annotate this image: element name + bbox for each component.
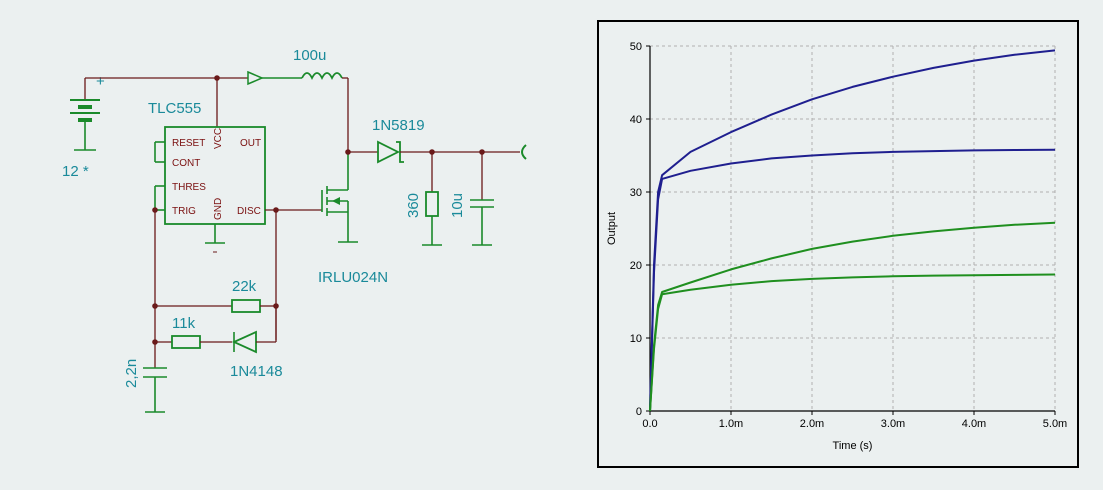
signal-diode-label: 1N4148 [230,363,283,380]
load-resistor [425,191,439,217]
timer-label: TLC555 [148,100,201,117]
y-tick-label: 10 [630,333,642,345]
output-cap-label: 10u [449,193,466,218]
battery-symbol [70,78,100,151]
x-tick-label: 0.0 [642,418,657,430]
x-axis-label: Time (s) [833,440,873,452]
resistor-11k-label: 11k [172,315,196,332]
diode-label: 1N5819 [372,117,425,134]
x-tick-label: 5.0m [1043,418,1067,430]
y-tick-label: 40 [630,114,642,126]
chart-grid [650,45,1056,411]
chart-svg: 0.0 1.0m 2.0m 3.0m 4.0m 5.0m 0 10 20 30 40 50 Time … [606,41,1067,452]
x-tick-label: 2.0m [800,418,824,430]
timing-cap-label: 2,2n [123,359,140,388]
series-line-3 [649,221,1056,412]
y-tick-label: 30 [630,187,642,199]
battery-plus-label: + [96,73,105,90]
pin-gnd: GND [213,198,224,220]
mosfet-label: IRLU024N [318,269,388,286]
pin-disc: DISC [237,206,261,217]
y-axis-label: Output [606,212,618,245]
chart-series [649,49,1056,412]
pin-out: OUT [240,138,261,149]
signal-diode [231,330,257,354]
load-resistor-label: 360 [405,193,422,218]
battery-label: 12 * [62,163,89,180]
pin-reset: RESET [172,138,205,149]
output-chart: 0.0 1.0m 2.0m 3.0m 4.0m 5.0m 0 10 20 30 40 50 Time … [597,20,1079,468]
y-tick-label: 0 [636,406,642,418]
x-tick-label: 3.0m [881,418,905,430]
chart-axes: 0.0 1.0m 2.0m 3.0m 4.0m 5.0m 0 10 20 30 40 50 [630,41,1067,430]
series-line-2 [649,148,1056,412]
x-tick-label: 1.0m [719,418,743,430]
y-tick-label: 50 [630,41,642,53]
inductor-label: 100u [293,47,326,64]
pin-vcc: VCC [213,128,224,149]
y-tick-label: 20 [630,260,642,272]
series-line-4 [649,273,1056,412]
circuit-schematic: + 12 * 100u TLC555 RESET CONT THRES TRIG… [62,47,527,413]
pin-thres: THRES [172,182,206,193]
schottky-diode [377,140,401,164]
pin-trig: TRIG [172,206,196,217]
mosfet-symbol [321,152,358,243]
resistor-11k [171,335,201,349]
resistor-22k-label: 22k [232,278,257,295]
x-tick-label: 4.0m [962,418,986,430]
pin-cont: CONT [172,158,200,169]
series-line-1 [649,49,1056,412]
resistor-22k [231,299,261,313]
